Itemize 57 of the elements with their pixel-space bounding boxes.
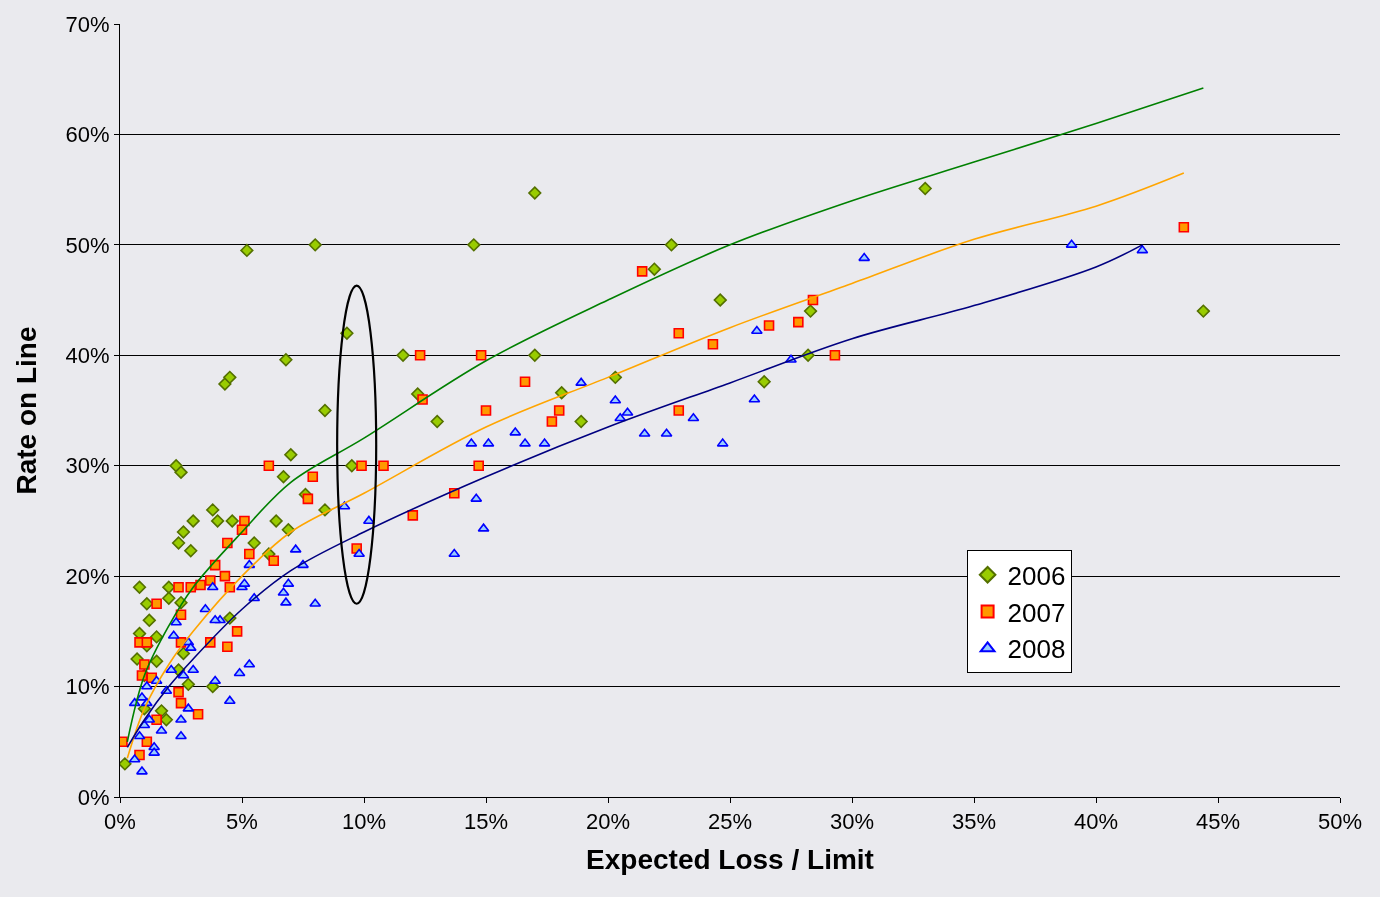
- point: [407, 510, 419, 521]
- point: [707, 338, 719, 350]
- point: [636, 266, 648, 277]
- x-axis-title: Expected Loss / Limit: [586, 843, 874, 875]
- point: [222, 641, 233, 653]
- point: [673, 327, 685, 339]
- point: [139, 659, 150, 670]
- point: [1178, 221, 1190, 233]
- point: [173, 686, 184, 698]
- point: [473, 460, 484, 472]
- x-tick-label: 50%: [1317, 809, 1363, 835]
- point: [173, 581, 184, 593]
- point: [141, 736, 153, 748]
- legend-label: 2008: [1007, 634, 1066, 665]
- point: [673, 405, 685, 416]
- point: [302, 493, 314, 505]
- point: [263, 460, 275, 472]
- y-tick-label: 30%: [65, 453, 110, 479]
- point: [219, 570, 231, 582]
- y-tick-label: 60%: [65, 122, 110, 148]
- x-tick-label: 15%: [463, 809, 509, 835]
- point: [307, 471, 319, 483]
- y-axis-title: Rate on Line: [11, 326, 43, 495]
- y-tick-label: 70%: [65, 11, 110, 37]
- y-tick-label: 20%: [65, 563, 110, 589]
- point: [519, 376, 531, 388]
- point: [546, 416, 558, 427]
- x-tick-label: 20%: [585, 809, 631, 835]
- y-tick-label: 0%: [77, 784, 110, 810]
- x-tick-label: 45%: [1195, 809, 1241, 835]
- y-tick-label: 50%: [65, 232, 110, 258]
- point: [793, 316, 804, 328]
- point: [195, 579, 206, 591]
- x-tick-label: 35%: [951, 809, 997, 835]
- x-tick-label: 25%: [707, 809, 753, 835]
- x-tick-label: 5%: [226, 809, 258, 835]
- legend-label: 2007: [1007, 597, 1066, 628]
- point: [141, 637, 153, 648]
- point: [378, 460, 389, 472]
- x-tick-label: 0%: [104, 809, 136, 835]
- point: [475, 349, 487, 361]
- point: [356, 460, 367, 472]
- y-tick-label: 10%: [65, 674, 110, 700]
- point: [151, 598, 162, 610]
- point: [414, 349, 426, 361]
- x-tick-label: 30%: [829, 809, 875, 835]
- point: [553, 405, 565, 416]
- y-tick-label: 40%: [65, 342, 110, 368]
- point: [231, 626, 243, 637]
- x-tick-label: 10%: [341, 809, 387, 835]
- point: [244, 548, 255, 560]
- point: [268, 555, 280, 566]
- legend-label: 2006: [1007, 560, 1066, 591]
- point: [480, 405, 492, 416]
- x-tick-label: 40%: [1073, 809, 1119, 835]
- point: [763, 320, 775, 331]
- point: [829, 349, 841, 361]
